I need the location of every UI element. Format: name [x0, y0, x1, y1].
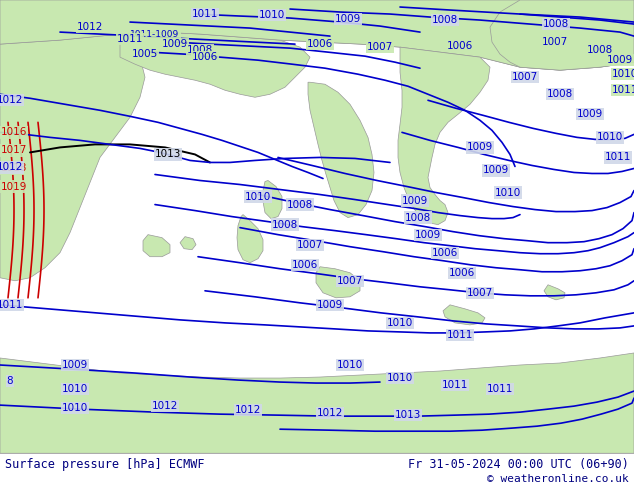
- Text: © weatheronline.co.uk: © weatheronline.co.uk: [488, 474, 629, 484]
- Polygon shape: [443, 305, 485, 325]
- Text: 1007: 1007: [542, 37, 568, 47]
- Polygon shape: [308, 82, 374, 218]
- Text: 1012: 1012: [152, 401, 178, 411]
- Polygon shape: [143, 235, 170, 257]
- Text: 1017: 1017: [1, 146, 27, 155]
- Text: 1008: 1008: [287, 199, 313, 210]
- Text: 1009: 1009: [467, 143, 493, 152]
- Text: 1006: 1006: [307, 39, 333, 49]
- Text: 1008: 1008: [543, 19, 569, 29]
- Text: 1018: 1018: [1, 164, 27, 173]
- Text: 1008: 1008: [547, 89, 573, 99]
- Text: 1009: 1009: [402, 196, 428, 205]
- Text: 1009: 1009: [577, 109, 603, 120]
- Text: 1006: 1006: [432, 248, 458, 258]
- Text: 1007: 1007: [512, 72, 538, 82]
- Polygon shape: [263, 180, 282, 219]
- Text: 1012: 1012: [235, 405, 261, 415]
- Text: 1007: 1007: [297, 240, 323, 250]
- Polygon shape: [316, 267, 360, 298]
- Polygon shape: [237, 215, 263, 263]
- Text: 1019: 1019: [1, 181, 27, 192]
- Text: 1010: 1010: [612, 69, 634, 79]
- Text: 1006: 1006: [192, 52, 218, 62]
- Polygon shape: [0, 34, 145, 281]
- Text: 1008: 1008: [587, 45, 613, 55]
- Text: 1006: 1006: [447, 41, 473, 51]
- Text: 1008: 1008: [272, 220, 298, 230]
- Text: 1011: 1011: [612, 85, 634, 95]
- Text: 1012: 1012: [0, 95, 23, 105]
- Polygon shape: [180, 237, 196, 250]
- Polygon shape: [544, 285, 565, 300]
- Text: 1011: 1011: [192, 9, 218, 19]
- Text: 1011: 1011: [487, 384, 513, 394]
- Polygon shape: [0, 353, 634, 453]
- Text: 1010: 1010: [387, 373, 413, 383]
- Text: 1007: 1007: [337, 276, 363, 286]
- Text: 1006: 1006: [292, 260, 318, 270]
- Text: 1012: 1012: [0, 163, 23, 172]
- Text: 1010: 1010: [387, 318, 413, 328]
- Text: 1012: 1012: [317, 408, 343, 418]
- Text: 1007: 1007: [467, 288, 493, 298]
- Text: 1013: 1013: [395, 410, 421, 420]
- Text: 1008: 1008: [187, 45, 213, 55]
- Text: 8: 8: [7, 376, 13, 386]
- Text: 1008: 1008: [432, 15, 458, 25]
- Text: 1010: 1010: [495, 188, 521, 197]
- Text: 1009: 1009: [415, 230, 441, 240]
- Text: 1009: 1009: [162, 39, 188, 49]
- Text: 1010: 1010: [245, 192, 271, 201]
- Text: 1011: 1011: [442, 380, 468, 390]
- Text: 1009: 1009: [483, 166, 509, 175]
- Text: 1009: 1009: [62, 360, 88, 370]
- Text: 1006: 1006: [449, 268, 475, 278]
- Polygon shape: [120, 32, 310, 98]
- Text: 1013: 1013: [155, 149, 181, 159]
- Text: 1010: 1010: [259, 10, 285, 20]
- Polygon shape: [398, 47, 490, 224]
- Text: 1010: 1010: [597, 132, 623, 143]
- Text: Surface pressure [hPa] ECMWF: Surface pressure [hPa] ECMWF: [5, 458, 205, 471]
- Text: 1008: 1008: [405, 213, 431, 222]
- Text: 1009: 1009: [607, 55, 633, 65]
- Text: 1011: 1011: [605, 152, 631, 162]
- Text: 1011: 1011: [447, 330, 473, 340]
- Text: 1010: 1010: [337, 360, 363, 370]
- Polygon shape: [490, 0, 634, 70]
- Text: 1010: 1010: [62, 384, 88, 394]
- Text: 1011-1009: 1011-1009: [131, 29, 179, 39]
- Text: 1005: 1005: [132, 49, 158, 59]
- Polygon shape: [0, 0, 634, 70]
- Text: 1009: 1009: [335, 14, 361, 24]
- Text: Fr 31-05-2024 00:00 UTC (06+90): Fr 31-05-2024 00:00 UTC (06+90): [408, 458, 629, 471]
- Text: 1010: 1010: [62, 403, 88, 413]
- Text: 1011: 1011: [117, 34, 143, 44]
- Text: 1011: 1011: [0, 300, 23, 310]
- Text: 1007: 1007: [367, 42, 393, 52]
- Text: 1016: 1016: [1, 127, 27, 137]
- Text: 1009: 1009: [317, 300, 343, 310]
- Polygon shape: [0, 0, 634, 70]
- Text: 1012: 1012: [77, 22, 103, 32]
